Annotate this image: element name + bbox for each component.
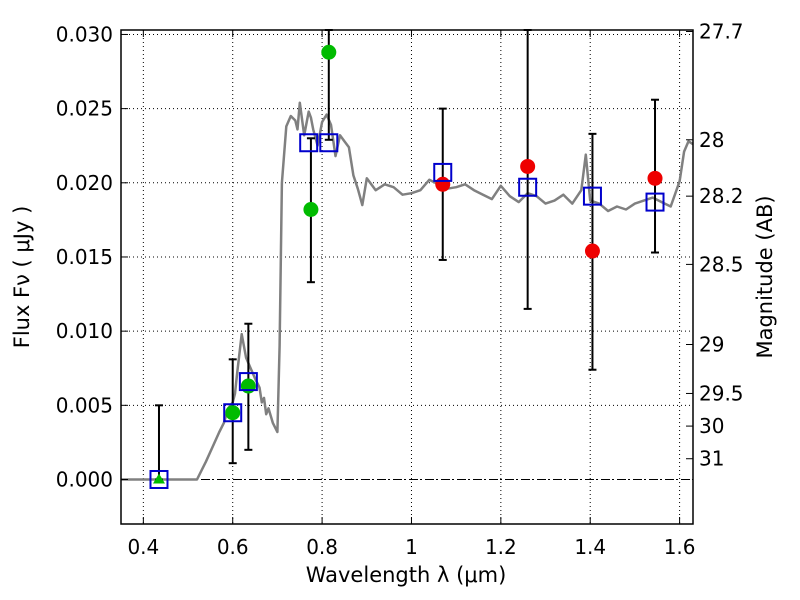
x-tick-label: 1.4 xyxy=(574,535,606,559)
plot-series xyxy=(121,29,694,489)
y-tick-label: 0.005 xyxy=(56,393,113,417)
x-axis-title: Wavelength λ (μm) xyxy=(306,563,507,587)
y-tick-label: 0.030 xyxy=(56,22,113,46)
mag-tick-label: 29 xyxy=(699,332,724,356)
model-photometry-square xyxy=(518,177,538,197)
model-photometry-square xyxy=(645,192,665,212)
model-photometry-square xyxy=(582,186,602,206)
optical-detection-point xyxy=(303,202,319,218)
mag-tick-label: 27.7 xyxy=(699,19,744,43)
axis-ticks xyxy=(121,30,693,524)
model-photometry-square xyxy=(433,162,453,182)
y-tick-label: 0.000 xyxy=(56,467,113,491)
model-photometry-square xyxy=(319,133,339,153)
x-tick-label: 1 xyxy=(405,535,418,559)
mag-tick-label: 30 xyxy=(699,414,724,438)
tick-labels: 0.4 0.6 0.8 1 1.2 1.4 1.6 0.000 0.005 0.010 0.015 0… xyxy=(56,19,744,559)
y-tick-label: 0.025 xyxy=(56,97,113,121)
plot-frame xyxy=(120,29,694,525)
nir-detection-point xyxy=(647,170,663,186)
model-photometry-square xyxy=(238,372,258,392)
x-tick-label: 0.6 xyxy=(217,535,249,559)
x-tick-label: 1.2 xyxy=(485,535,517,559)
optical-detection-point xyxy=(240,378,256,394)
model-photometry-square xyxy=(149,469,169,489)
model-photometry-square xyxy=(223,403,243,423)
y-axis-title: Flux Fν ( μJy ) xyxy=(10,206,34,349)
model-photometry-square xyxy=(299,133,319,153)
mag-tick-label: 28 xyxy=(699,128,724,152)
mag-tick-label: 31 xyxy=(699,447,724,471)
optical-upper-limit-point xyxy=(152,473,165,484)
mag-tick-label: 29.5 xyxy=(699,381,744,405)
y-tick-label: 0.015 xyxy=(56,245,113,269)
y2-axis-title: Magnitude (AB) xyxy=(753,195,777,358)
optical-detection-point xyxy=(225,405,241,421)
x-tick-label: 0.8 xyxy=(306,535,338,559)
x-tick-label: 1.6 xyxy=(664,535,696,559)
x-tick-label: 0.4 xyxy=(127,535,159,559)
optical-detection-point xyxy=(321,44,337,60)
nir-detection-point xyxy=(520,158,536,174)
mag-tick-label: 28.5 xyxy=(699,252,744,276)
y-tick-label: 0.010 xyxy=(56,319,113,343)
nir-detection-point xyxy=(584,243,600,259)
nir-detection-point xyxy=(435,176,451,192)
y-tick-label: 0.020 xyxy=(56,171,113,195)
mag-tick-label: 28.2 xyxy=(699,184,744,208)
model-spectrum-line xyxy=(121,101,694,481)
